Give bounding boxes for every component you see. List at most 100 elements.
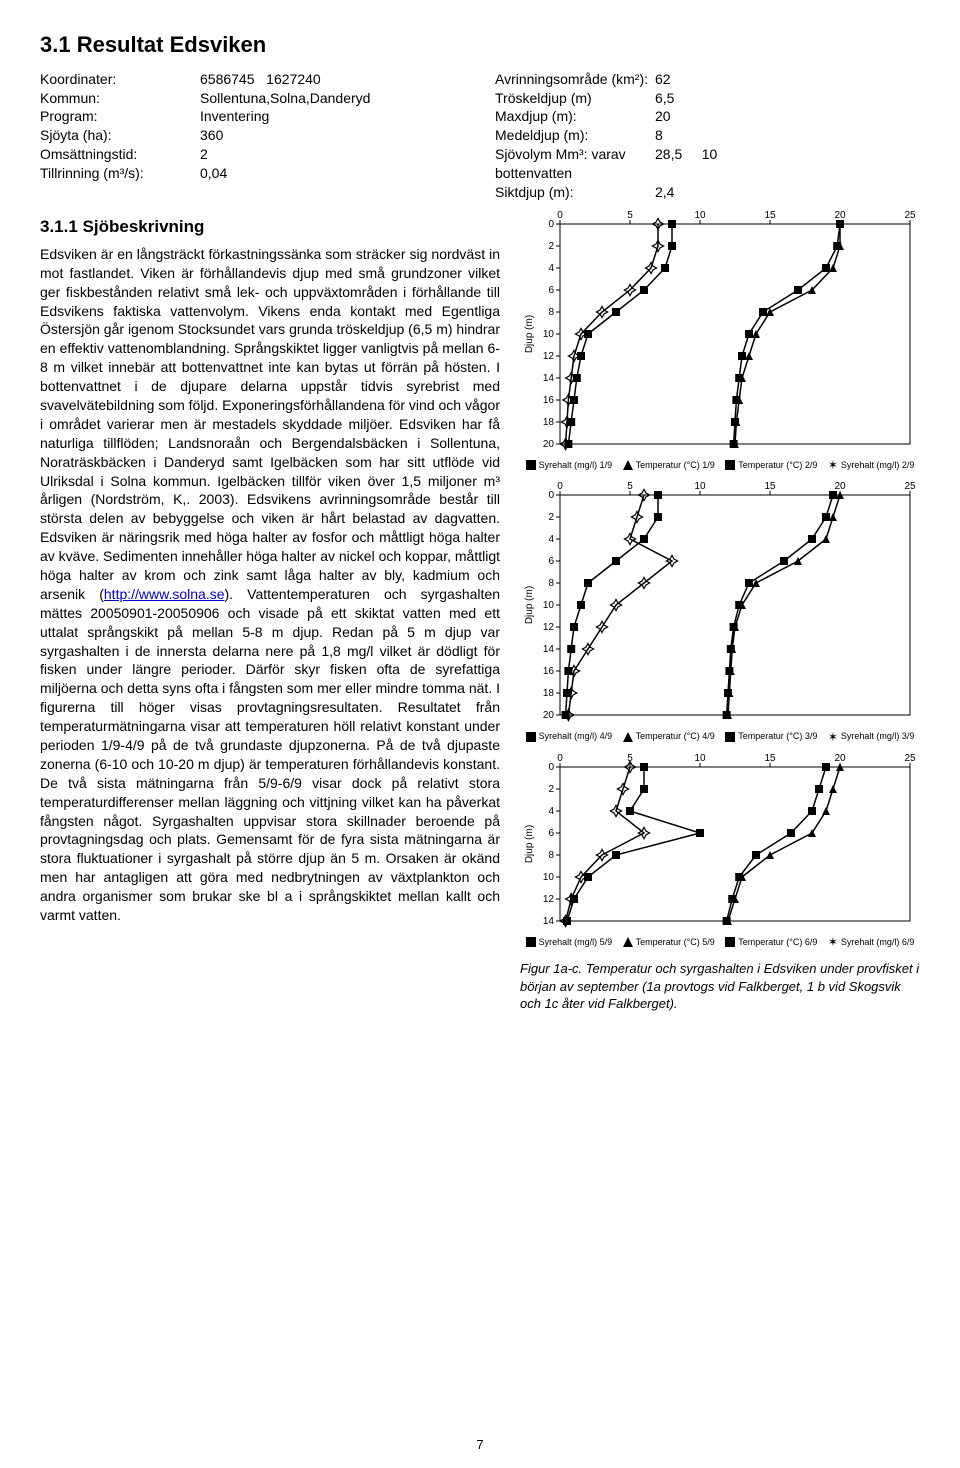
meta-label: Medeldjup (m):	[495, 126, 655, 145]
svg-text:Djup (m): Djup (m)	[524, 315, 535, 353]
svg-text:5: 5	[627, 481, 633, 492]
svg-text:10: 10	[543, 600, 555, 611]
svg-text:2: 2	[548, 512, 554, 523]
meta-label: Kommun:	[40, 89, 200, 108]
chart-legend: Syrehalt (mg/l) 1/9 Temperatur (°C) 1/9 …	[520, 459, 920, 472]
svg-text:18: 18	[543, 417, 555, 428]
legend-swatch	[725, 937, 735, 947]
legend-item: ✶Syrehalt (mg/l) 6/9	[828, 936, 915, 949]
meta-value: 8	[655, 126, 920, 145]
legend-item: Syrehalt (mg/l) 1/9	[526, 459, 613, 472]
legend-label: Syrehalt (mg/l) 1/9	[539, 460, 613, 470]
svg-text:10: 10	[543, 872, 555, 883]
svg-text:14: 14	[543, 373, 555, 384]
meta-value: Sollentuna,Solna,Danderyd	[200, 89, 465, 108]
svg-text:6: 6	[548, 828, 554, 839]
svg-text:0: 0	[557, 753, 563, 764]
legend-swatch	[526, 732, 536, 742]
svg-text:20: 20	[834, 210, 846, 221]
svg-text:15: 15	[764, 481, 776, 492]
legend-swatch	[623, 460, 633, 470]
legend-item: Temperatur (°C) 6/9	[725, 936, 817, 949]
svg-text:15: 15	[764, 753, 776, 764]
legend-swatch: ✶	[828, 460, 838, 470]
svg-text:10: 10	[694, 481, 706, 492]
chart-panel: 051015202502468101214161820Djup (m)Syreh…	[520, 206, 920, 471]
svg-text:16: 16	[543, 395, 555, 406]
svg-text:25: 25	[904, 481, 916, 492]
svg-text:25: 25	[904, 753, 916, 764]
legend-item: Temperatur (°C) 3/9	[725, 730, 817, 743]
svg-text:12: 12	[543, 351, 555, 362]
meta-label: Maxdjup (m):	[495, 107, 655, 126]
meta-row: Omsättningstid:2	[40, 145, 465, 164]
meta-value: 0,04	[200, 164, 465, 183]
chart-panel: 051015202502468101214161820Djup (m)Syreh…	[520, 477, 920, 742]
source-link[interactable]: http://www.solna.se	[104, 586, 225, 602]
svg-text:10: 10	[543, 329, 555, 340]
legend-label: Temperatur (°C) 1/9	[636, 460, 715, 470]
legend-item: ✶Syrehalt (mg/l) 3/9	[828, 730, 915, 743]
body-paragraph-2: ). Vattentemperaturen och syrgashalten m…	[40, 586, 500, 923]
svg-text:5: 5	[627, 210, 633, 221]
legend-swatch	[623, 732, 633, 742]
meta-left: Koordinater:6586745 1627240Kommun:Sollen…	[40, 70, 465, 202]
meta-value: 6586745 1627240	[200, 70, 465, 89]
svg-text:Djup (m): Djup (m)	[524, 825, 535, 863]
profile-chart: 051015202502468101214161820Djup (m)	[520, 206, 920, 452]
meta-label: Koordinater:	[40, 70, 200, 89]
svg-text:2: 2	[548, 784, 554, 795]
meta-row: Sjövolym Mm³: varav bottenvatten28,5 10	[495, 145, 920, 183]
legend-item: Temperatur (°C) 2/9	[725, 459, 817, 472]
meta-value: 20	[655, 107, 920, 126]
profile-chart: 051015202502468101214Djup (m)	[520, 749, 920, 929]
legend-label: Syrehalt (mg/l) 4/9	[539, 731, 613, 741]
legend-label: Temperatur (°C) 2/9	[738, 460, 817, 470]
svg-text:20: 20	[834, 753, 846, 764]
meta-row: Program:Inventering	[40, 107, 465, 126]
meta-value: 2	[200, 145, 465, 164]
meta-value: 28,5 10	[655, 145, 920, 183]
chart-legend: Syrehalt (mg/l) 4/9 Temperatur (°C) 4/9 …	[520, 730, 920, 743]
svg-text:12: 12	[543, 894, 555, 905]
legend-swatch	[725, 732, 735, 742]
legend-item: Temperatur (°C) 5/9	[623, 936, 715, 949]
meta-row: Tillrinning (m³/s):0,04	[40, 164, 465, 183]
meta-value: Inventering	[200, 107, 465, 126]
meta-label: Program:	[40, 107, 200, 126]
page-title: 3.1 Resultat Edsviken	[40, 30, 920, 60]
figure-caption: Figur 1a-c. Temperatur och syrgashalten …	[520, 960, 920, 1013]
meta-row: Avrinningsområde (km²):62	[495, 70, 920, 89]
svg-text:6: 6	[548, 556, 554, 567]
meta-label: Sjövolym Mm³: varav bottenvatten	[495, 145, 655, 183]
svg-text:0: 0	[548, 762, 554, 773]
meta-value: 62	[655, 70, 920, 89]
svg-text:0: 0	[557, 210, 563, 221]
legend-label: Syrehalt (mg/l) 3/9	[841, 731, 915, 741]
metadata-block: Koordinater:6586745 1627240Kommun:Sollen…	[40, 70, 920, 202]
meta-label: Tillrinning (m³/s):	[40, 164, 200, 183]
meta-label: Avrinningsområde (km²):	[495, 70, 655, 89]
svg-text:0: 0	[548, 219, 554, 230]
meta-label: Siktdjup (m):	[495, 183, 655, 202]
meta-row: Sjöyta (ha):360	[40, 126, 465, 145]
legend-swatch	[725, 460, 735, 470]
meta-row: Medeldjup (m):8	[495, 126, 920, 145]
svg-text:0: 0	[557, 481, 563, 492]
meta-value: 2,4	[655, 183, 920, 202]
meta-value: 360	[200, 126, 465, 145]
profile-chart: 051015202502468101214161820Djup (m)	[520, 477, 920, 723]
legend-label: Temperatur (°C) 3/9	[738, 731, 817, 741]
svg-text:16: 16	[543, 666, 555, 677]
meta-right: Avrinningsområde (km²):62Tröskeldjup (m)…	[495, 70, 920, 202]
legend-swatch	[526, 460, 536, 470]
meta-label: Sjöyta (ha):	[40, 126, 200, 145]
meta-row: Kommun:Sollentuna,Solna,Danderyd	[40, 89, 465, 108]
legend-item: Syrehalt (mg/l) 4/9	[526, 730, 613, 743]
legend-item: Temperatur (°C) 4/9	[623, 730, 715, 743]
legend-label: Temperatur (°C) 6/9	[738, 937, 817, 947]
legend-label: Syrehalt (mg/l) 5/9	[539, 937, 613, 947]
legend-item: Temperatur (°C) 1/9	[623, 459, 715, 472]
svg-text:25: 25	[904, 210, 916, 221]
legend-swatch	[623, 937, 633, 947]
